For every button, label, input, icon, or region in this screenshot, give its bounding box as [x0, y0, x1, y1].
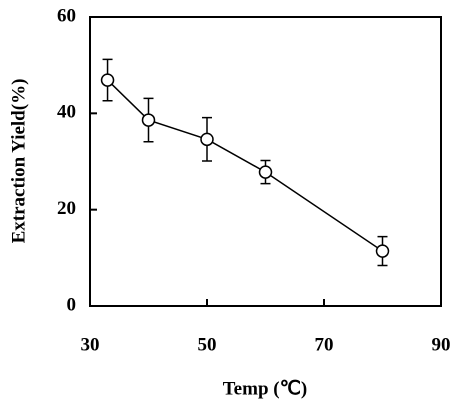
- x-axis-label: Temp (℃): [223, 378, 308, 399]
- data-point: [200, 132, 214, 147]
- data-point: [141, 113, 156, 127]
- data-point: [100, 73, 115, 87]
- y-tick-label: 40: [57, 102, 76, 123]
- plot-frame: [89, 16, 442, 307]
- y-axis-label: Extraction Yield(%): [8, 79, 29, 244]
- y-tick-label: 60: [57, 5, 76, 26]
- data-point: [258, 165, 273, 179]
- y-tick-label: 20: [57, 198, 76, 219]
- x-tick-label: 70: [315, 334, 334, 355]
- x-tick-label: 90: [432, 334, 451, 355]
- y-tick-label: 0: [67, 294, 77, 315]
- data-point: [375, 244, 390, 258]
- x-tick-label: 30: [81, 334, 100, 355]
- x-tick-label: 50: [198, 334, 217, 355]
